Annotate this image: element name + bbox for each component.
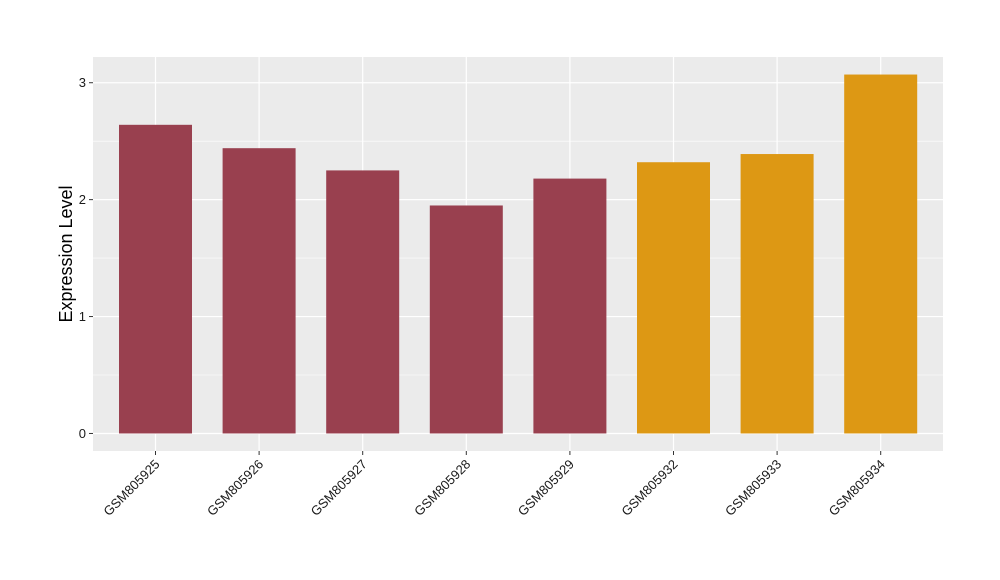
x-tick-label: GSM805925 [100,457,162,519]
x-tick-label: GSM805934 [826,457,888,519]
bar-GSM805925 [119,124,192,434]
plot-panel [93,57,943,451]
x-tick-label: GSM805926 [204,457,266,519]
y-tick-label: 3 [79,75,86,90]
bars [119,74,918,434]
x-tick-label: GSM805933 [722,457,784,519]
bar-GSM805929 [533,178,607,434]
y-tick-label: 2 [79,192,86,207]
x-tick-label: GSM805932 [618,457,680,519]
y-tick-label: 1 [79,309,86,324]
bar-GSM805927 [326,170,400,434]
bar-GSM805928 [429,205,503,434]
x-tick-label: GSM805928 [411,457,473,519]
bar-GSM805932 [637,162,710,434]
x-tick-label: GSM805929 [515,457,577,519]
bar-GSM805926 [222,148,296,434]
y-axis-title: Expression Level [56,185,76,322]
bar-GSM805934 [844,74,918,434]
y-tick-label: 0 [79,426,86,441]
x-tick-label: GSM805927 [308,457,370,519]
bar-GSM805933 [740,154,814,434]
